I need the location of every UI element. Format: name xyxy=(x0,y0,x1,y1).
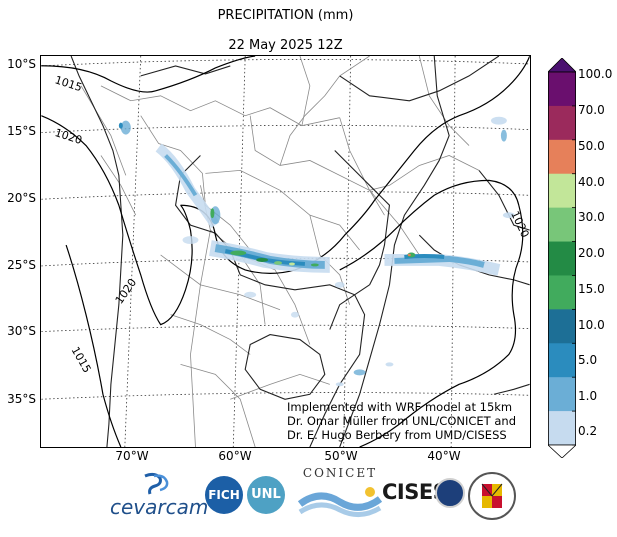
lon-label-40w: 40°W xyxy=(427,449,461,463)
globe-icon xyxy=(435,478,465,508)
precipitation-map: 1015 1020 1020 1015 1020 xyxy=(40,55,531,448)
colorbar-label-1.0: 1.0 xyxy=(578,389,598,403)
colorbar-label-20.0: 20.0 xyxy=(578,246,605,260)
colorbar-label-10.0: 10.0 xyxy=(578,318,605,332)
conicet-wave-icon xyxy=(297,487,383,517)
map-title: PRECIPITATION (mm) xyxy=(217,8,354,23)
lat-label-35s: 35°S xyxy=(7,392,36,406)
credit-line-3: Dr. E. Hugo Berbery from UMD/CISESS xyxy=(287,428,507,442)
colorbar-label-50.0: 50.0 xyxy=(578,139,605,153)
colorbar-label-15.0: 15.0 xyxy=(578,282,605,296)
colorbar-label-100.0: 100.0 xyxy=(578,67,613,81)
colorbar-max-arrow xyxy=(548,58,576,73)
fich-logo: FICH xyxy=(205,476,243,514)
lon-label-70w: 70°W xyxy=(115,449,149,463)
lon-label-60w: 60°W xyxy=(218,449,252,463)
colorbar-min-arrow xyxy=(548,444,576,458)
colorbar-label-0.2: 0.2 xyxy=(578,424,598,438)
credit-line-1: Implemented with WRF model at 15km xyxy=(287,400,513,414)
colorbar-label-5.0: 5.0 xyxy=(578,353,598,367)
lat-label-25s: 25°S xyxy=(7,258,36,272)
colorbar-bin xyxy=(548,377,576,412)
colorbar-label-30.0: 30.0 xyxy=(578,210,605,224)
lat-label-20s: 20°S xyxy=(7,191,36,205)
cisess-logo: CISESS xyxy=(382,478,465,516)
precipitation-colorbar xyxy=(548,58,576,458)
colorbar-label-40.0: 40.0 xyxy=(578,175,605,189)
colorbar-bin xyxy=(548,72,576,107)
conicet-logo: CONICET xyxy=(295,466,385,522)
colorbar-bin xyxy=(548,411,576,446)
colorbar-bin xyxy=(548,173,576,209)
umd-seal-logo xyxy=(468,472,516,520)
maryland-shield-icon xyxy=(481,483,503,508)
colorbar-bin xyxy=(548,309,576,344)
map-datetime: 22 May 2025 12Z xyxy=(228,38,343,53)
cevarcam-logo: cevarcam xyxy=(110,470,209,520)
colorbar-bin xyxy=(548,207,576,243)
colorbar-bin xyxy=(548,241,576,276)
unl-logo: UNL xyxy=(247,476,285,514)
colorbar-label-70.0: 70.0 xyxy=(578,103,605,117)
coastline xyxy=(70,56,530,447)
lat-label-10s: 10°S xyxy=(7,57,36,71)
colorbar-bin xyxy=(548,343,576,378)
lat-label-30s: 30°S xyxy=(7,324,36,338)
lat-label-15s: 15°S xyxy=(7,124,36,138)
colorbar-bin xyxy=(548,105,576,141)
credit-line-2: Dr. Omar Müller from UNL/CONICET and xyxy=(287,414,516,428)
cevarcam-logo-text: cevarcam xyxy=(110,495,209,519)
model-credit: Implemented with WRF model at 15km Dr. O… xyxy=(287,400,516,442)
precipitation-shading xyxy=(118,116,515,387)
colorbar-bin xyxy=(548,275,576,310)
cevarcam-wave-icon xyxy=(144,472,169,495)
colorbar-bin xyxy=(548,139,576,175)
conicet-logo-text: CONICET xyxy=(302,466,378,480)
political-boundaries xyxy=(80,56,480,447)
lon-label-50w: 50°W xyxy=(324,449,358,463)
